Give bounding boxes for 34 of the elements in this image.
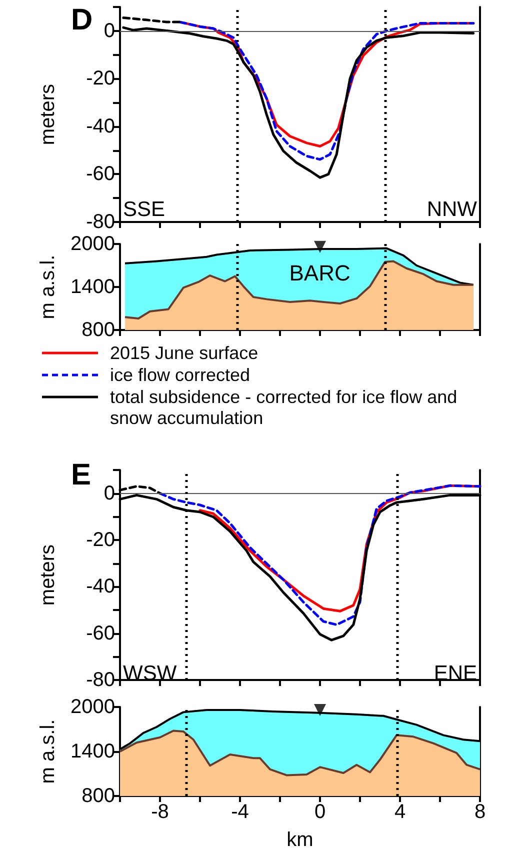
x-tick-label: 0	[314, 801, 326, 823]
y-tick-label: 2000	[70, 696, 115, 718]
x-tick-label: -8	[151, 801, 169, 823]
legend-label: total subsidence - corrected for ice flow and snow accumulation	[110, 387, 458, 429]
x-tick-label: 4	[394, 801, 406, 823]
y-tick-label: 1400	[70, 740, 115, 762]
y-tick-label: 800	[82, 785, 115, 807]
y-tick-label: -20	[86, 529, 115, 551]
y-tick-label: 0	[104, 482, 115, 504]
y-axis-title: meters	[37, 84, 59, 146]
chart-title: D	[71, 4, 93, 36]
y-tick-label: -20	[86, 68, 115, 90]
y-axis-title: m a.s.l.	[37, 254, 59, 320]
x-axis-title: km	[286, 829, 314, 851]
x-tick-label: -4	[231, 801, 249, 823]
y-tick-label: -80	[86, 211, 115, 233]
annotation: BARC	[289, 260, 350, 286]
y-tick-label: -60	[86, 622, 115, 644]
y-axis-title: m a.s.l.	[37, 719, 59, 784]
legend-label: 2015 June surface	[110, 343, 258, 364]
y-tick-label: 800	[82, 319, 115, 341]
y-tick-label: -60	[86, 163, 115, 186]
annotation: NNW	[426, 198, 478, 221]
y-axis-title: meters	[37, 544, 59, 606]
y-tick-label: 0	[104, 20, 115, 42]
legend-label: ice flow corrected	[110, 365, 250, 386]
y-tick-label: 2000	[70, 233, 115, 255]
y-tick-label: 1400	[70, 276, 115, 298]
y-tick-label: -40	[86, 576, 115, 598]
chart-title: E	[71, 458, 92, 492]
x-tick-label: 8	[474, 801, 486, 823]
annotation: SSE	[123, 198, 166, 221]
y-tick-label: -80	[86, 669, 115, 691]
y-tick-label: -40	[86, 115, 115, 138]
